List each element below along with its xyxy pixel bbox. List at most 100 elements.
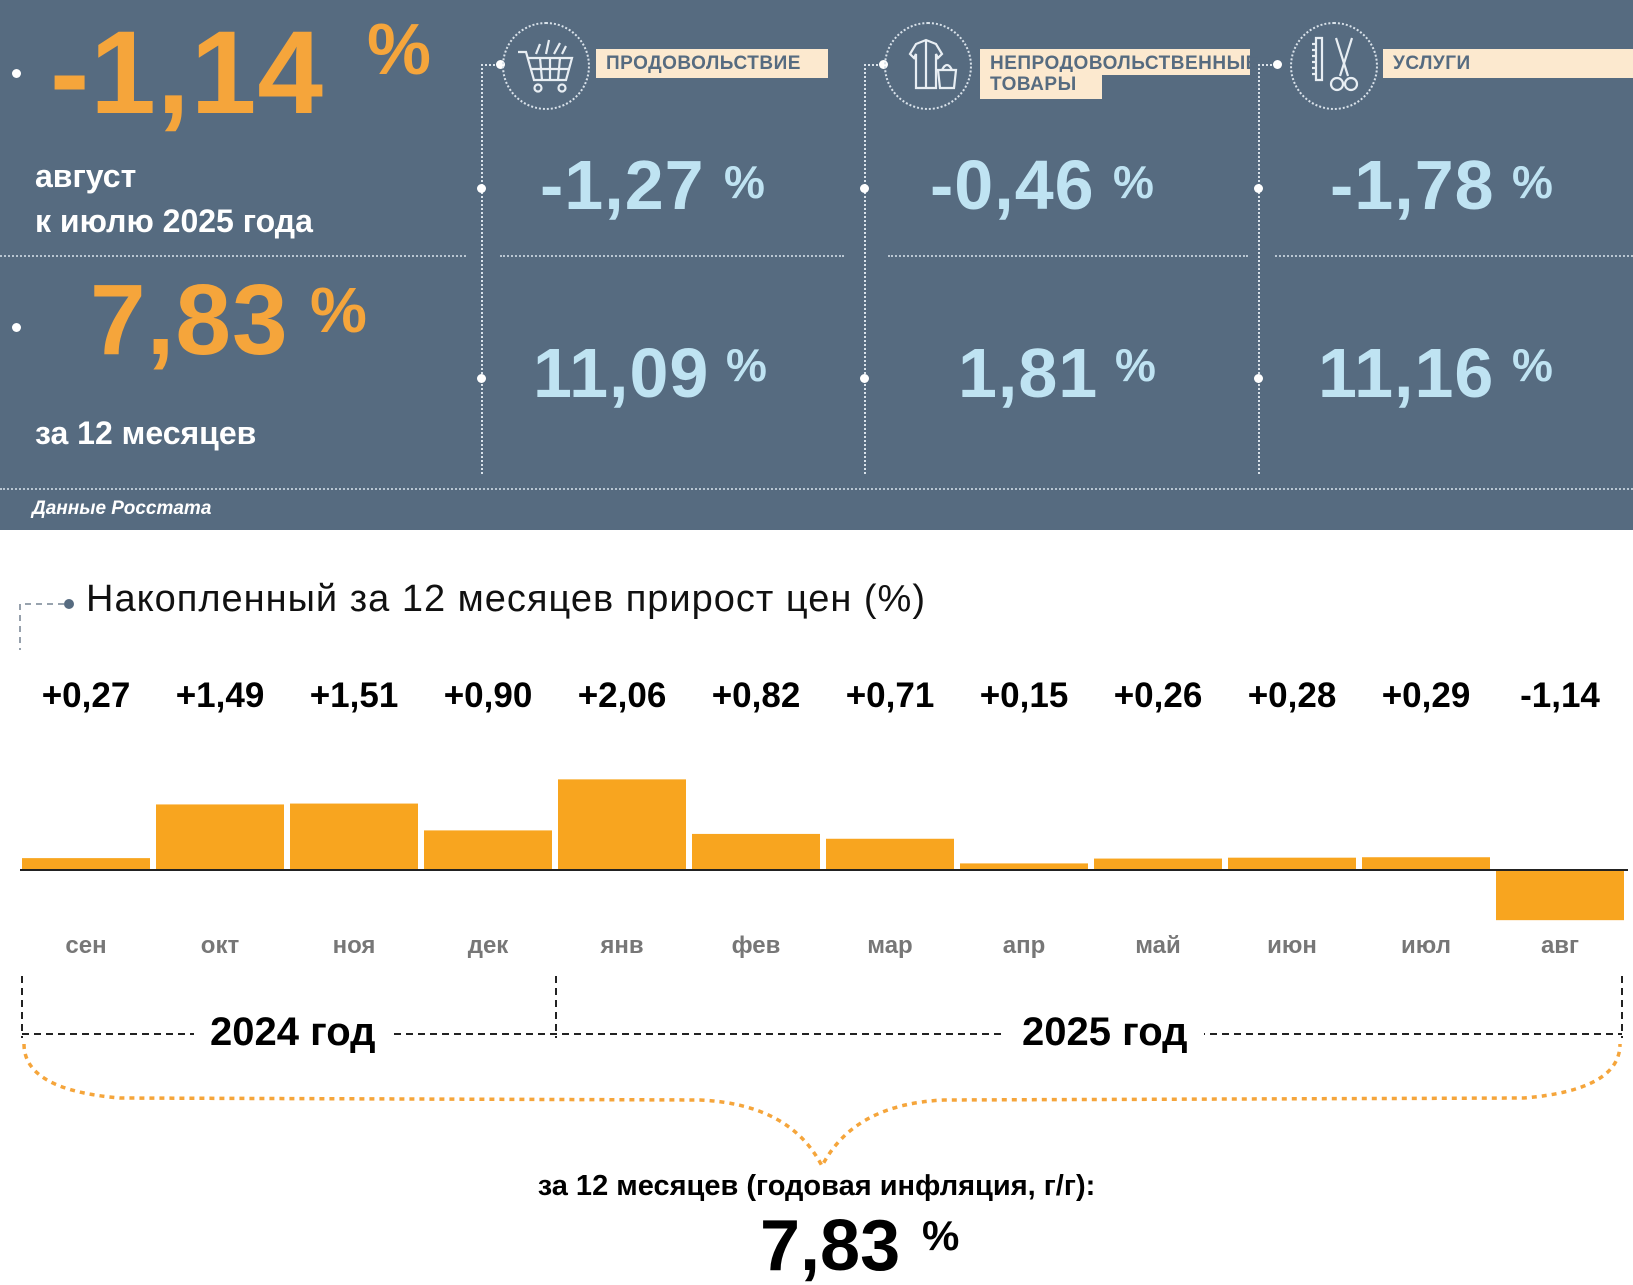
connector-dot [1273,60,1282,69]
category-label-line: НЕПРОДОВОЛЬСТВЕННЫЕ [990,53,1259,74]
bar-value-label: +0,15 [979,676,1069,715]
row-separator [888,255,1248,257]
bar-ноя [290,803,418,870]
nonfood-monthly-value: -0,46 [930,146,1095,224]
bar-value-label: +0,82 [711,676,801,715]
bar-chart [20,779,1628,921]
row-marker-dot [860,374,869,383]
connector-dot [879,60,888,69]
year-label-2025: 2025 год [1006,1010,1204,1055]
nonfood-monthly-percent-sign: % [1113,156,1154,208]
clothes-bag-icon [908,38,958,90]
row-marker-dot [12,69,21,78]
month-label: сен [65,932,107,959]
month-label: ноя [332,932,376,959]
category-label-services: УСЛУГИ [1383,49,1633,78]
row-marker-dot [860,184,869,193]
food-annual-value: 11,09 [533,334,710,412]
month-label: апр [1002,932,1046,959]
bar-value-label: -1,14 [1520,676,1600,715]
column-divider [481,64,483,474]
food-monthly-value: -1,27 [540,146,705,224]
row-separator [1275,255,1633,257]
nonfood-icon-circle [884,22,972,110]
month-label: июн [1267,932,1317,959]
row-marker-dot [477,184,486,193]
connector-line [1258,64,1276,66]
bar-мар [826,838,954,870]
category-label-line: ПРОДОВОЛЬСТВИЕ [606,53,801,74]
month-label: окт [200,932,240,959]
month-label: авг [1540,932,1580,959]
bar-value-label: +0,71 [845,676,935,715]
connector-line [864,64,882,66]
category-label-line: ТОВАРЫ [990,74,1077,95]
services-monthly-percent-sign: % [1512,156,1553,208]
bar-сен [22,858,150,870]
bar-авг [1496,870,1624,921]
year-label-2024: 2024 год [194,1010,392,1055]
row-marker-dot [12,323,21,332]
bar-дек [424,830,552,870]
nonfood-annual-percent-sign: % [1115,339,1156,391]
monthly-inflation-value: -1,14 [50,7,324,139]
annual-inflation-summary-percent: % [922,1212,960,1259]
connector-line [481,64,499,66]
bar-окт [156,804,284,870]
services-annual-percent-sign: % [1512,339,1553,391]
row-marker-dot [1254,184,1263,193]
category-label-nonfood: НЕПРОДОВОЛЬСТВЕННЫЕ [980,49,1258,75]
row-marker-dot [477,374,486,383]
bar-июл [1362,857,1490,870]
year-bracket-graphics [21,976,1623,1170]
chart-title: Накопленный за 12 месяцев прирост цен (%… [86,578,926,620]
connector-dot [496,60,505,69]
services-icon-circle [1290,22,1378,110]
bar-фев [692,833,820,870]
row-separator [500,255,844,257]
bar-value-label: +0,29 [1381,676,1471,715]
scissors-comb-icon [1312,36,1359,92]
month-label: янв [600,932,644,959]
bar-апр [960,863,1088,870]
monthly-inflation-percent-sign: % [367,10,432,90]
category-label-food: ПРОДОВОЛЬСТВИЕ [596,49,828,78]
annual-inflation-caption: за 12 месяцев (годовая инфляция, г/г): [537,1170,1096,1202]
month-label: мар [867,932,913,959]
services-annual-value: 11,16 [1318,334,1495,412]
category-label-nonfood-line2: ТОВАРЫ [980,72,1102,99]
month-label: май [1135,932,1181,959]
column-divider [864,64,866,474]
column-divider [1258,64,1260,474]
services-monthly-value: -1,78 [1330,146,1495,224]
chart-title-decoration [19,599,74,650]
bar-май [1094,858,1222,870]
bar-value-label: +0,90 [443,676,533,715]
annual-inflation-summary-value: 7,83 [760,1206,901,1285]
nonfood-annual-value: 1,81 [958,334,1099,412]
food-icon-circle [502,22,590,110]
annual-inflation-value: 7,83 [90,264,289,376]
annual-inflation-percent-sign: % [310,274,367,346]
bar-июн [1228,857,1356,870]
row-marker-dot [1254,374,1263,383]
bar-янв [558,779,686,870]
bar-value-label: +1,51 [309,676,399,715]
bar-value-label: +0,28 [1247,676,1337,715]
shopping-cart-icon [518,39,574,93]
data-source-note: Данные Росстата [32,498,212,519]
bar-value-label: +0,26 [1113,676,1203,715]
row-separator [0,255,466,257]
panel-bottom-separator [0,488,1633,490]
bar-value-label: +1,49 [175,676,265,715]
month-label: дек [467,932,509,959]
food-annual-percent-sign: % [726,339,767,391]
month-label: июл [1401,932,1451,959]
annual-caption: за 12 месяцев [35,415,257,451]
inflation-summary-panel: -1,14 % август к июлю 2025 года 7,83 % з… [0,0,1633,530]
food-monthly-percent-sign: % [724,156,765,208]
monthly-caption-period: к июлю 2025 года [35,203,313,239]
bar-value-label: +0,27 [41,676,131,715]
monthly-caption-month: август [35,158,137,194]
category-label-line: УСЛУГИ [1393,53,1471,74]
